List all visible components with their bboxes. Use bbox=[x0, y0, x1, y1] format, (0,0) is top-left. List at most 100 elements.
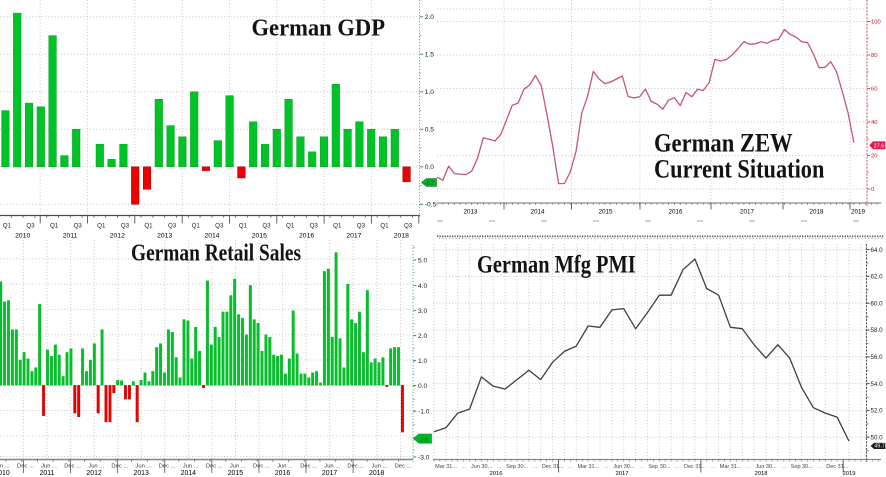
svg-text:Dec ...: Dec ... bbox=[17, 464, 34, 470]
svg-text:Jun ...: Jun ... bbox=[41, 464, 57, 470]
svg-text:100: 100 bbox=[871, 20, 881, 26]
svg-text:Jun ...: Jun ... bbox=[183, 464, 199, 470]
svg-text:Jun ...: Jun ... bbox=[88, 464, 104, 470]
svg-text:2015: 2015 bbox=[598, 209, 613, 216]
svg-text:German Retail Sales: German Retail Sales bbox=[131, 240, 301, 266]
svg-text:2012: 2012 bbox=[86, 470, 101, 477]
svg-text:Q1: Q1 bbox=[239, 223, 248, 230]
svg-text:2014: 2014 bbox=[530, 209, 545, 216]
svg-text:Q3: Q3 bbox=[121, 223, 130, 230]
svg-text:-3.0: -3.0 bbox=[418, 454, 430, 461]
svg-text:2.0: 2.0 bbox=[425, 14, 434, 21]
svg-text:2013: 2013 bbox=[134, 470, 149, 477]
svg-text:2018: 2018 bbox=[394, 233, 409, 240]
svg-text:2018: 2018 bbox=[809, 209, 824, 216]
svg-text:...: ... bbox=[746, 464, 751, 470]
svg-text:62.0: 62.0 bbox=[871, 274, 884, 281]
svg-text:German ZEW: German ZEW bbox=[654, 129, 793, 158]
svg-text:Sep 30...: Sep 30... bbox=[506, 464, 528, 470]
svg-text:Dec ...: Dec ... bbox=[64, 464, 81, 470]
svg-text:Dec 31...: Dec 31... bbox=[826, 464, 848, 470]
svg-text:80: 80 bbox=[871, 53, 877, 59]
svg-text:Q1: Q1 bbox=[97, 223, 106, 230]
svg-text:2014: 2014 bbox=[204, 233, 219, 240]
svg-text:2019: 2019 bbox=[842, 471, 855, 477]
svg-text:2011: 2011 bbox=[40, 470, 55, 477]
svg-text:...: ... bbox=[675, 464, 680, 470]
svg-text:2016: 2016 bbox=[489, 471, 503, 477]
svg-text:54.0: 54.0 bbox=[871, 381, 884, 388]
svg-text:...: ... bbox=[497, 464, 502, 470]
svg-text:2016: 2016 bbox=[275, 470, 290, 477]
svg-text:2019: 2019 bbox=[851, 209, 866, 216]
svg-text:Q3: Q3 bbox=[168, 223, 177, 230]
svg-text:Mar 31...: Mar 31... bbox=[720, 464, 742, 470]
svg-text:3.0: 3.0 bbox=[418, 308, 427, 315]
svg-text:...: ... bbox=[817, 464, 822, 470]
svg-text:50.0: 50.0 bbox=[871, 434, 884, 441]
svg-text:Q3: Q3 bbox=[262, 223, 271, 230]
svg-text:2010: 2010 bbox=[0, 470, 10, 477]
svg-text:0.0: 0.0 bbox=[425, 164, 434, 171]
svg-text:2017: 2017 bbox=[615, 471, 628, 477]
svg-text:Dec 31...: Dec 31... bbox=[542, 464, 564, 470]
svg-text:Q1: Q1 bbox=[3, 223, 12, 230]
svg-text:Dec ...: Dec ... bbox=[111, 464, 128, 470]
svg-text:...: ... bbox=[711, 464, 716, 470]
svg-text:...: ... bbox=[533, 464, 538, 470]
svg-text:2015: 2015 bbox=[228, 470, 243, 477]
svg-text:64.0: 64.0 bbox=[871, 247, 884, 254]
svg-text:0.5: 0.5 bbox=[425, 127, 434, 134]
svg-text:Dec ...: Dec ... bbox=[159, 464, 176, 470]
svg-text:Q3: Q3 bbox=[404, 223, 413, 230]
svg-text:0: 0 bbox=[871, 187, 874, 193]
svg-text:...: ... bbox=[639, 464, 644, 470]
svg-text:2011: 2011 bbox=[63, 233, 78, 240]
svg-text:Jun 30...: Jun 30... bbox=[613, 464, 635, 470]
svg-text:Dec ...: Dec ... bbox=[300, 464, 317, 470]
svg-text:...: ... bbox=[568, 464, 573, 470]
svg-text:Jun 30...: Jun 30... bbox=[756, 464, 778, 470]
svg-text:2014: 2014 bbox=[181, 470, 196, 477]
svg-text:...: ... bbox=[782, 464, 787, 470]
svg-text:Sep 30...: Sep 30... bbox=[648, 464, 670, 470]
svg-text:Q1: Q1 bbox=[380, 223, 389, 230]
svg-text:2017: 2017 bbox=[346, 233, 361, 240]
svg-text:2017: 2017 bbox=[740, 209, 755, 216]
svg-text:1.5: 1.5 bbox=[425, 52, 434, 59]
svg-text:Q1: Q1 bbox=[144, 223, 153, 230]
svg-text:Jun ...: Jun ... bbox=[324, 464, 340, 470]
svg-text:Q3: Q3 bbox=[357, 223, 366, 230]
svg-text:Jun ...: Jun ... bbox=[136, 464, 152, 470]
svg-text:-0.5: -0.5 bbox=[425, 202, 437, 209]
svg-text:49.7: 49.7 bbox=[874, 444, 885, 450]
svg-text:Jun ...: Jun ... bbox=[0, 464, 10, 470]
svg-text:Q1: Q1 bbox=[333, 223, 342, 230]
svg-text:58.0: 58.0 bbox=[871, 327, 884, 334]
svg-text:Q3: Q3 bbox=[215, 223, 224, 230]
svg-text:4.0: 4.0 bbox=[418, 283, 427, 290]
svg-text:1.0: 1.0 bbox=[425, 89, 434, 96]
svg-text:2018: 2018 bbox=[369, 470, 384, 477]
svg-text:56.0: 56.0 bbox=[871, 354, 884, 361]
svg-text:Q1: Q1 bbox=[192, 223, 201, 230]
svg-text:-1.0: -1.0 bbox=[418, 408, 430, 415]
svg-text:Jun ...: Jun ... bbox=[277, 464, 293, 470]
svg-text:...: ... bbox=[462, 464, 467, 470]
svg-text:2015: 2015 bbox=[252, 233, 267, 240]
svg-text:2013: 2013 bbox=[157, 233, 172, 240]
svg-text:Q1: Q1 bbox=[286, 223, 295, 230]
svg-text:60.0: 60.0 bbox=[871, 300, 884, 307]
svg-text:Jun ...: Jun ... bbox=[230, 464, 246, 470]
svg-text:2017: 2017 bbox=[322, 470, 337, 477]
svg-text:Dec ...: Dec ... bbox=[395, 464, 412, 470]
svg-text:German Mfg PMI: German Mfg PMI bbox=[477, 252, 636, 279]
svg-text:2.0: 2.0 bbox=[418, 333, 427, 340]
svg-text:Dec ...: Dec ... bbox=[347, 464, 364, 470]
svg-text:1.0: 1.0 bbox=[418, 358, 427, 365]
svg-text:Q3: Q3 bbox=[310, 223, 319, 230]
svg-text:-0.2: -0.2 bbox=[425, 181, 434, 187]
svg-text:Current Situation: Current Situation bbox=[654, 155, 825, 184]
svg-text:Dec 31...: Dec 31... bbox=[684, 464, 706, 470]
svg-text:2016: 2016 bbox=[668, 209, 683, 216]
